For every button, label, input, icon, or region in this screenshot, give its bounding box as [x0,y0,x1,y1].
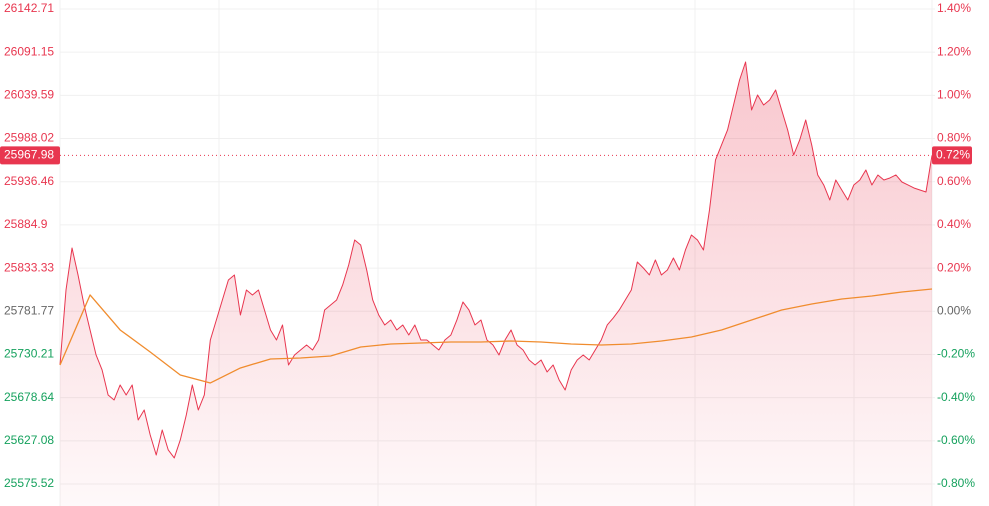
y2-tick-label: -0.40% [937,390,975,404]
y-tick-label: 26091.15 [4,44,54,58]
y-tick-label: 25575.52 [4,476,54,490]
y2-tick-label: 0.20% [937,260,971,274]
y2-tick-label: 0.40% [937,217,971,231]
y2-tick-label: -0.80% [937,476,975,490]
y2-tick-label: 0.80% [937,131,971,145]
average-line [59,288,933,384]
y2-tick-label: 1.20% [937,44,971,58]
y2-tick-label: 0.60% [937,174,971,188]
current-price-label: 25967.98 [4,148,54,162]
y-tick-label: 26039.59 [4,88,54,102]
y2-tick-label: 1.00% [937,88,971,102]
current-change-label: 0.72% [936,148,970,162]
y2-tick-label: 1.40% [937,1,971,15]
y-tick-label: 25988.02 [4,131,54,145]
y-tick-label: 25678.64 [4,390,54,404]
current-change-box [932,146,972,165]
y-tick-label: 25730.21 [4,347,54,361]
y-tick-label: 26142.71 [4,1,54,15]
y-tick-label: 25627.08 [4,433,54,447]
y-tick-label: 25781.77 [4,303,54,317]
price-area [60,61,932,506]
current-price-box [0,146,60,165]
y2-tick-label: 0.00% [937,303,971,317]
y-tick-label: 25884.9 [4,217,48,231]
y2-tick-label: -0.20% [937,347,975,361]
price-line [59,61,933,459]
y2-tick-label: -0.60% [937,433,975,447]
y-tick-label: 25936.46 [4,174,54,188]
y-tick-label: 25833.33 [4,260,54,274]
